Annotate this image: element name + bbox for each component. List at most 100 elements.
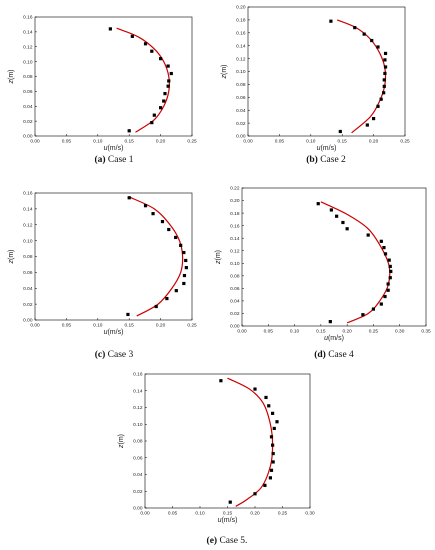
x-axis-variable: u: [317, 145, 321, 152]
chart-panel-1: 0.00 0.05 0.10 0.15 0.20 0.25 0.00 0.02 0.04 0.06…: [8, 15, 197, 165]
data-point: [383, 71, 387, 76]
data-point: [328, 320, 332, 324]
x-tick-label: 0.20: [369, 139, 379, 145]
x-tick-label: 0.25: [369, 329, 379, 335]
x-tick-label: 0.00: [237, 329, 247, 335]
y-tick-label: 0.02: [23, 119, 33, 125]
data-point: [383, 65, 388, 69]
data-point: [152, 113, 156, 117]
data-point: [150, 49, 154, 53]
x-tick-label: 0.05: [168, 511, 178, 517]
y-axis-unit: (m): [8, 70, 15, 81]
y-tick-label: 0.06: [230, 286, 240, 292]
data-point: [370, 38, 374, 43]
y-tick-label: 0.06: [133, 455, 143, 461]
y-tick-label: 0.02: [133, 489, 143, 495]
data-point: [108, 27, 112, 31]
panel-caption: (b) Case 2: [306, 154, 346, 165]
x-axis-label: u(m/s): [317, 145, 337, 152]
data-point: [166, 64, 170, 68]
y-axis-unit: (m): [221, 65, 228, 76]
data-point: [160, 219, 165, 224]
fit-curve: [128, 196, 184, 317]
y-axis-label: z(m): [221, 65, 228, 80]
x-tick-label: 0.30: [395, 329, 405, 335]
y-tick-label: 0.00: [133, 506, 143, 512]
x-tick-label: 0.00: [30, 323, 40, 329]
caption-text: Case 1: [106, 155, 134, 165]
y-tick-label: 0.10: [230, 261, 240, 267]
data-point: [182, 281, 186, 286]
caption-label: (c): [95, 349, 106, 360]
plot-frame: [34, 192, 193, 321]
y-tick-label: 0.14: [230, 236, 240, 242]
data-point: [174, 289, 178, 293]
chart-panel-3: 0.00 0.05 0.10 0.15 0.20 0.25 0.00 0.02 0.04 0.06…: [8, 191, 197, 360]
y-tick-label: 0.16: [23, 191, 33, 197]
x-tick-label: 0.25: [187, 323, 197, 329]
y-tick-label: 0.14: [133, 388, 143, 394]
data-point: [182, 273, 187, 278]
data-point: [386, 288, 390, 292]
y-tick-label: 0.06: [236, 95, 246, 101]
chart-panel-2: 0.00 0.05 0.10 0.15 0.20 0.25 0.00 0.02 0.04 0.06…: [221, 5, 410, 165]
x-tick-label: 0.20: [250, 511, 260, 517]
y-tick-label: 0.08: [23, 254, 33, 260]
data-point: [269, 468, 274, 472]
y-tick-label: 0.16: [230, 223, 240, 229]
y-tick-label: 0.12: [230, 248, 240, 254]
x-tick-label: 0.15: [316, 329, 326, 335]
y-tick-label: 0.10: [23, 59, 33, 65]
data-point: [388, 264, 392, 269]
x-axis-label: u(m/s): [104, 329, 124, 336]
x-tick-label: 0.00: [243, 139, 253, 145]
x-axis-variable: u: [218, 517, 222, 524]
panel-caption: (e) Case 5.: [207, 535, 248, 546]
y-tick-label: 0.02: [23, 302, 33, 308]
data-point: [365, 123, 369, 127]
y-axis-unit: (m): [118, 434, 125, 445]
y-axis-variable: z: [8, 260, 15, 265]
data-point: [264, 395, 268, 400]
y-axis-label: z(m): [215, 250, 222, 265]
data-point: [379, 97, 383, 101]
data-point: [269, 435, 274, 439]
x-tick-label: 0.10: [290, 329, 300, 335]
data-point: [219, 379, 223, 383]
x-tick-label: 0.00: [30, 139, 40, 145]
data-point: [253, 492, 257, 496]
x-tick-label: 0.10: [93, 139, 103, 145]
data-point: [130, 34, 134, 38]
y-tick-label: 0.04: [133, 472, 143, 478]
data-point: [166, 84, 170, 88]
data-point: [388, 276, 392, 280]
y-tick-label: 0.16: [23, 15, 33, 21]
x-tick-label: 0.20: [156, 139, 166, 145]
data-point: [383, 58, 387, 62]
y-tick-label: 0.14: [23, 207, 33, 213]
caption-text: Case 2: [318, 155, 346, 165]
y-tick-label: 0.04: [230, 299, 240, 305]
y-tick-label: 0.16: [236, 31, 246, 37]
data-point: [143, 204, 148, 208]
panel-caption: (a) Case 1: [94, 154, 133, 165]
y-tick-label: 0.00: [23, 134, 33, 140]
x-tick-label: 0.05: [62, 139, 72, 145]
caption-label: (a): [94, 154, 105, 165]
x-axis-label: u(m/s): [324, 335, 344, 342]
data-point: [228, 500, 232, 504]
data-point: [379, 239, 383, 243]
panel-caption: (c) Case 3: [95, 349, 134, 360]
x-tick-label: 0.15: [125, 139, 135, 145]
caption-text: Case 4: [326, 350, 354, 360]
data-point: [275, 420, 279, 424]
y-tick-label: 0.06: [23, 270, 33, 276]
x-tick-label: 0.15: [223, 511, 233, 517]
x-tick-label: 0.15: [338, 139, 348, 145]
y-tick-label: 0.00: [236, 134, 246, 140]
y-tick-label: 0.12: [23, 222, 33, 228]
data-point: [127, 129, 131, 133]
y-tick-label: 0.22: [230, 186, 240, 192]
data-point: [271, 460, 275, 464]
y-tick-label: 0.12: [23, 44, 33, 50]
